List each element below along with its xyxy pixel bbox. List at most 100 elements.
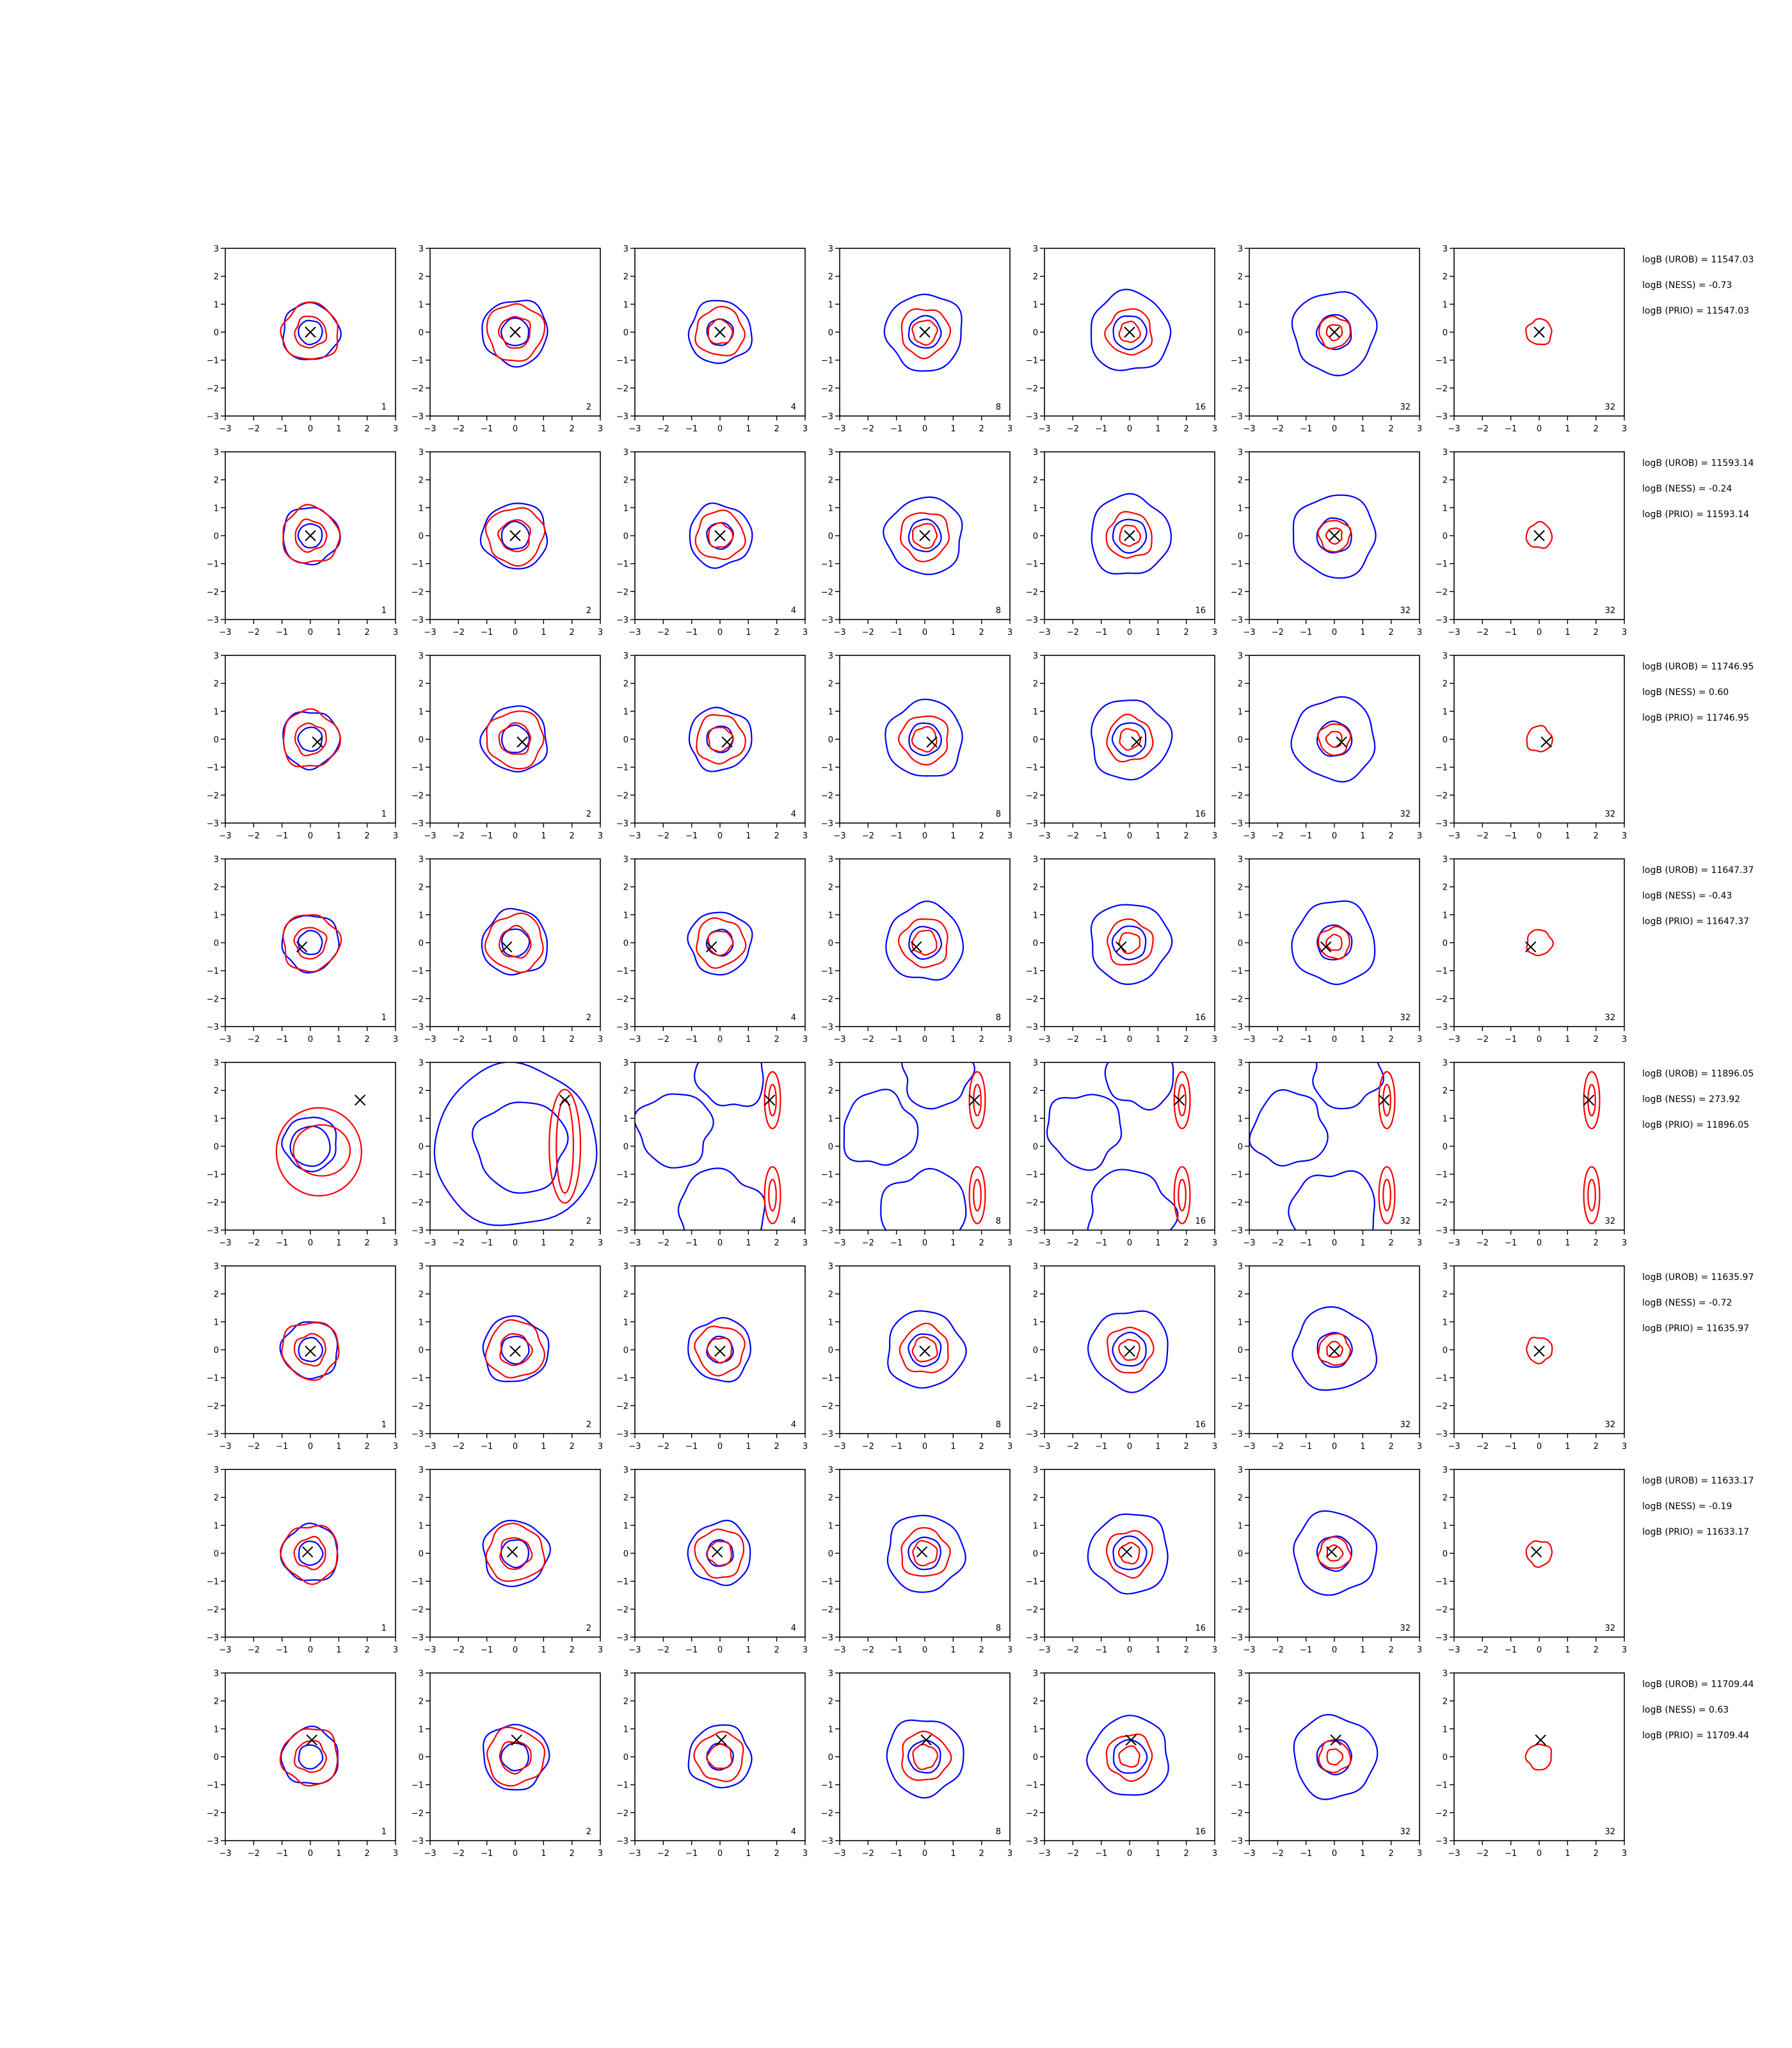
y-tick-label: −3 (412, 1023, 424, 1032)
x-tick-label: −2 (1272, 1035, 1284, 1044)
subplot-r6-c1: −3−3 −2 −2 −1 −1 0 0 1 1 2 2 3 3 1 (207, 1262, 398, 1452)
y-tick-label: 2 (419, 476, 424, 486)
contour-area (282, 708, 341, 771)
blue-contour-outer (1090, 289, 1172, 371)
subplot-r5-c7: −3−3 −2 −2 −1 −1 0 0 1 1 2 2 3 3 32 (1436, 1059, 1627, 1248)
red-contour-1 (484, 1319, 546, 1379)
y-tick-label: −2 (1026, 1402, 1038, 1411)
x-tick-label: −1 (1505, 1645, 1517, 1655)
red-contour-mode-1 (1583, 1071, 1601, 1130)
blue-contour-inner (500, 1335, 530, 1365)
true-value-marker (1530, 1546, 1542, 1558)
axes-frame (1249, 858, 1420, 1027)
blue-contour-outer (883, 293, 963, 372)
y-tick-label: 2 (1443, 1087, 1448, 1096)
panel-label: 4 (791, 810, 796, 819)
contour-area (635, 1062, 781, 1230)
x-tick-label: 3 (1622, 1645, 1627, 1655)
x-tick-label: 1 (1155, 1035, 1160, 1044)
logb-annotation: logB (PRIO) = 11709.44 (1642, 1731, 1749, 1741)
red-contour-1 (901, 1731, 952, 1781)
red-contour-2 (294, 723, 327, 756)
y-tick-label: −1 (1026, 356, 1038, 366)
y-tick-label: 2 (1443, 1494, 1448, 1503)
x-tick-label: 2 (365, 628, 370, 637)
blue-contour-outer (280, 1522, 339, 1581)
blue-contour-inner (907, 1740, 941, 1774)
y-tick-label: 0 (623, 328, 628, 338)
y-tick-label: −2 (1231, 995, 1243, 1004)
y-tick-label: −3 (412, 616, 424, 625)
x-tick-label: 2 (365, 1645, 370, 1655)
true-value-marker (1131, 736, 1142, 748)
blue-contour-inner (297, 726, 323, 752)
red-contour-2 (294, 316, 328, 349)
y-tick-label: 3 (828, 448, 833, 458)
x-tick-label: 2 (979, 1238, 984, 1248)
true-value-marker (559, 1094, 571, 1106)
logb-annotation: logB (NESS) = 0.60 (1642, 687, 1729, 698)
x-tick-label: −2 (862, 1849, 874, 1859)
x-tick-label: 3 (803, 1442, 808, 1452)
x-tick-label: 3 (803, 424, 808, 434)
x-tick-label: 3 (393, 424, 398, 434)
red-contour-1 (899, 1322, 949, 1373)
y-tick-label: 0 (828, 735, 833, 745)
y-tick-label: 1 (1443, 504, 1448, 513)
y-tick-label: 2 (623, 1087, 628, 1096)
red-contour-1 (484, 912, 544, 973)
y-tick-label: 0 (214, 1549, 219, 1559)
y-tick-label: −1 (207, 1374, 219, 1384)
x-tick-label: −3 (628, 424, 641, 434)
blue-contour-outer (1087, 1169, 1179, 1230)
contour-area (843, 1062, 986, 1230)
y-tick-label: −3 (1436, 1430, 1448, 1439)
x-tick-label: 2 (365, 1035, 370, 1044)
y-tick-label: −3 (821, 616, 833, 625)
y-tick-label: 0 (419, 1753, 424, 1763)
x-tick-label: −3 (219, 1238, 231, 1248)
y-tick-label: −1 (616, 967, 628, 977)
y-tick-label: 0 (1238, 1142, 1243, 1152)
x-tick-label: −2 (1476, 831, 1489, 841)
y-tick-label: 2 (419, 1697, 424, 1707)
red-contour-1 (486, 1726, 546, 1787)
y-tick-label: −2 (207, 384, 219, 394)
x-tick-label: −1 (481, 1238, 493, 1248)
subplot-r3-c6: −3−3 −2 −2 −1 −1 0 0 1 1 2 2 3 3 32 (1231, 652, 1422, 841)
y-tick-label: −3 (1026, 412, 1038, 422)
true-value-marker (1329, 326, 1340, 338)
x-tick-label: −1 (1505, 1238, 1517, 1248)
y-tick-label: 1 (828, 1318, 833, 1327)
y-tick-label: 3 (623, 1262, 628, 1272)
x-tick-label: 1 (1565, 628, 1570, 637)
y-tick-label: 3 (1238, 244, 1243, 254)
x-tick-label: 2 (979, 831, 984, 841)
x-tick-label: −1 (685, 628, 698, 637)
y-tick-label: 3 (828, 1262, 833, 1272)
x-tick-label: 2 (1389, 1645, 1394, 1655)
x-tick-label: −1 (685, 1645, 698, 1655)
blue-contour-outer (687, 1724, 753, 1789)
x-tick-label: 3 (803, 1849, 808, 1859)
x-tick-label: 2 (774, 831, 780, 841)
x-tick-label: −3 (628, 1645, 641, 1655)
red-contour-1 (486, 710, 545, 770)
red-contour-mode-2 (764, 1165, 781, 1224)
y-tick-label: −2 (207, 1402, 219, 1411)
y-tick-label: −2 (616, 1402, 628, 1411)
axes-frame (1453, 1672, 1625, 1841)
true-value-marker (500, 941, 513, 953)
contour-area (1526, 929, 1555, 957)
y-tick-label: −2 (1436, 1198, 1448, 1208)
contour-area (687, 911, 753, 976)
axes-frame (634, 1265, 806, 1434)
y-tick-label: 1 (1033, 504, 1038, 513)
y-tick-label: 3 (1033, 1059, 1038, 1068)
x-tick-label: 2 (1594, 628, 1599, 637)
blue-contour-outer (1291, 291, 1378, 377)
y-tick-label: −3 (821, 1430, 833, 1439)
x-tick-label: 0 (717, 424, 723, 434)
y-tick-label: 1 (828, 300, 833, 310)
axes-frame (1044, 655, 1215, 824)
